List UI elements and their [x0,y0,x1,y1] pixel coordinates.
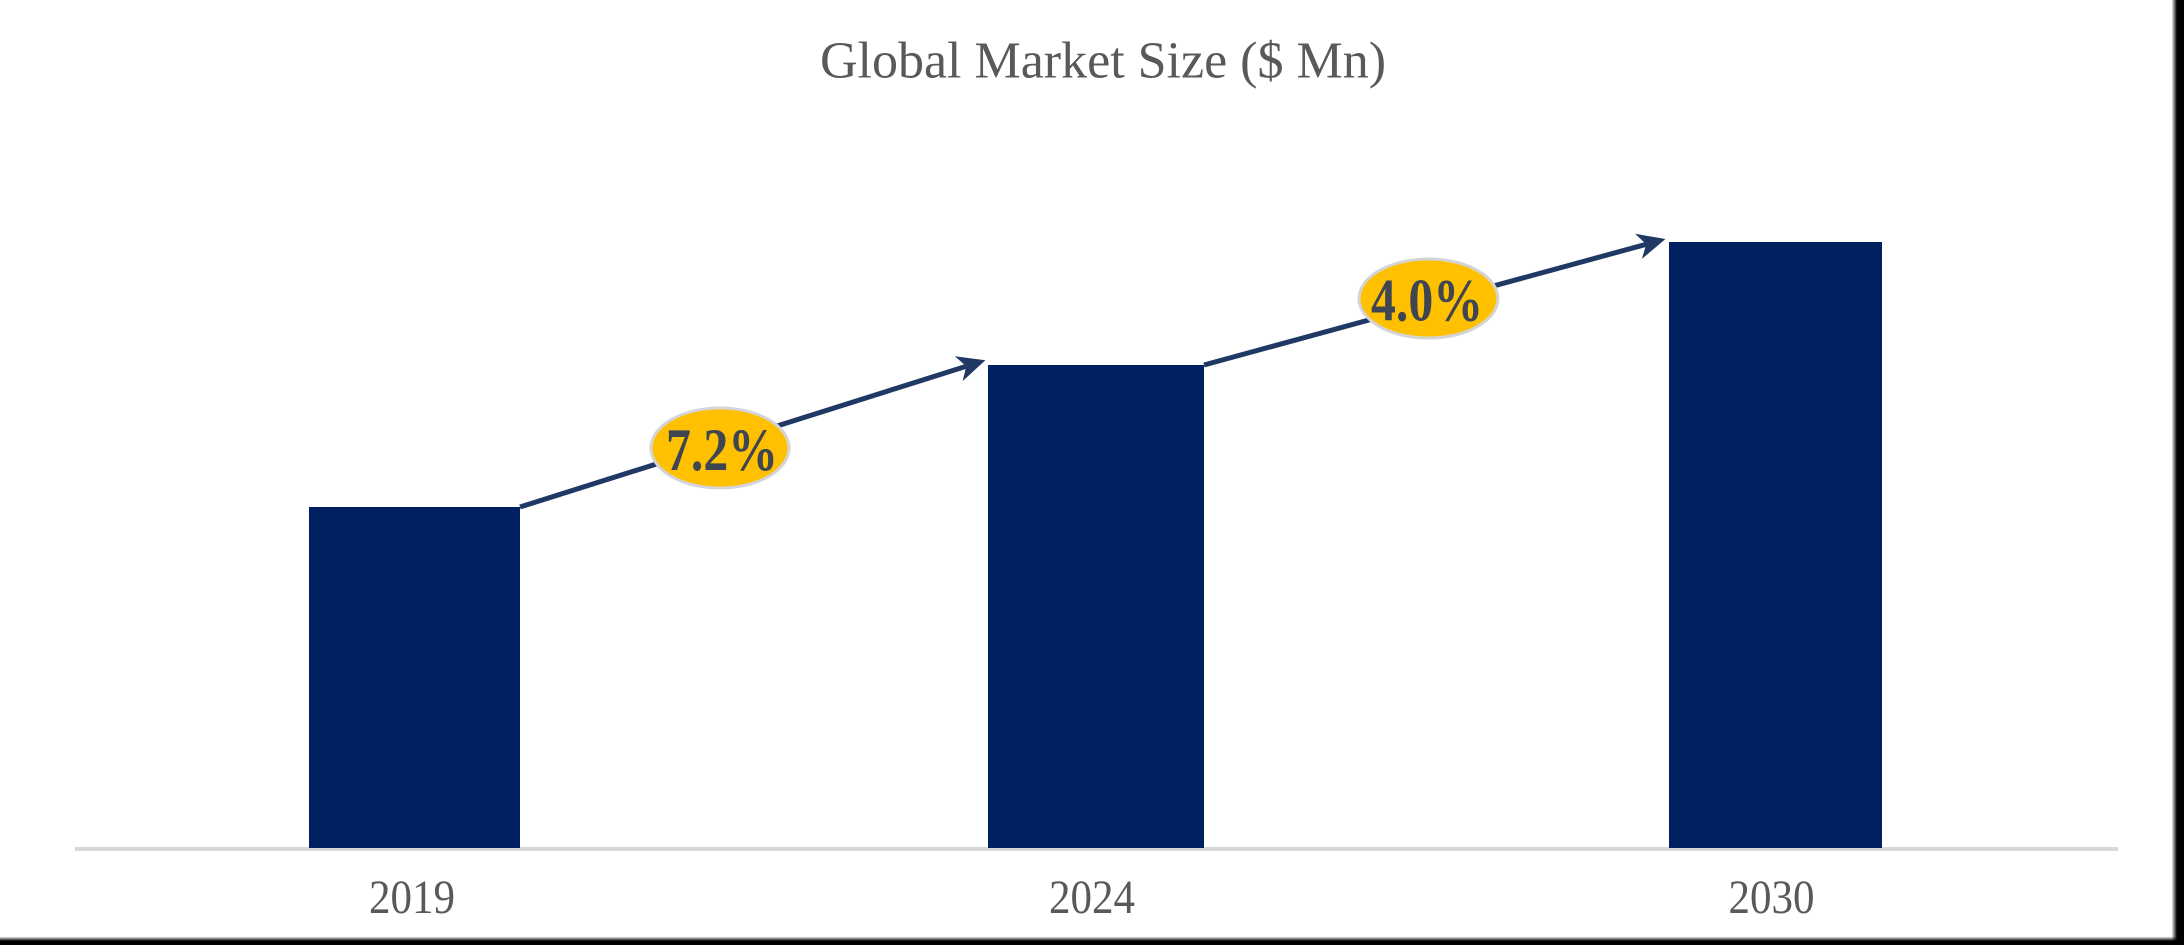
svg-text:Global Market Size ($ Mn): Global Market Size ($ Mn) [820,33,1386,90]
svg-text:2030: 2030 [1729,871,1815,924]
svg-text:4.0%: 4.0% [1371,268,1483,334]
svg-text:2019: 2019 [369,871,455,924]
svg-text:2024: 2024 [1049,871,1135,924]
svg-text:7.2%: 7.2% [666,417,778,483]
